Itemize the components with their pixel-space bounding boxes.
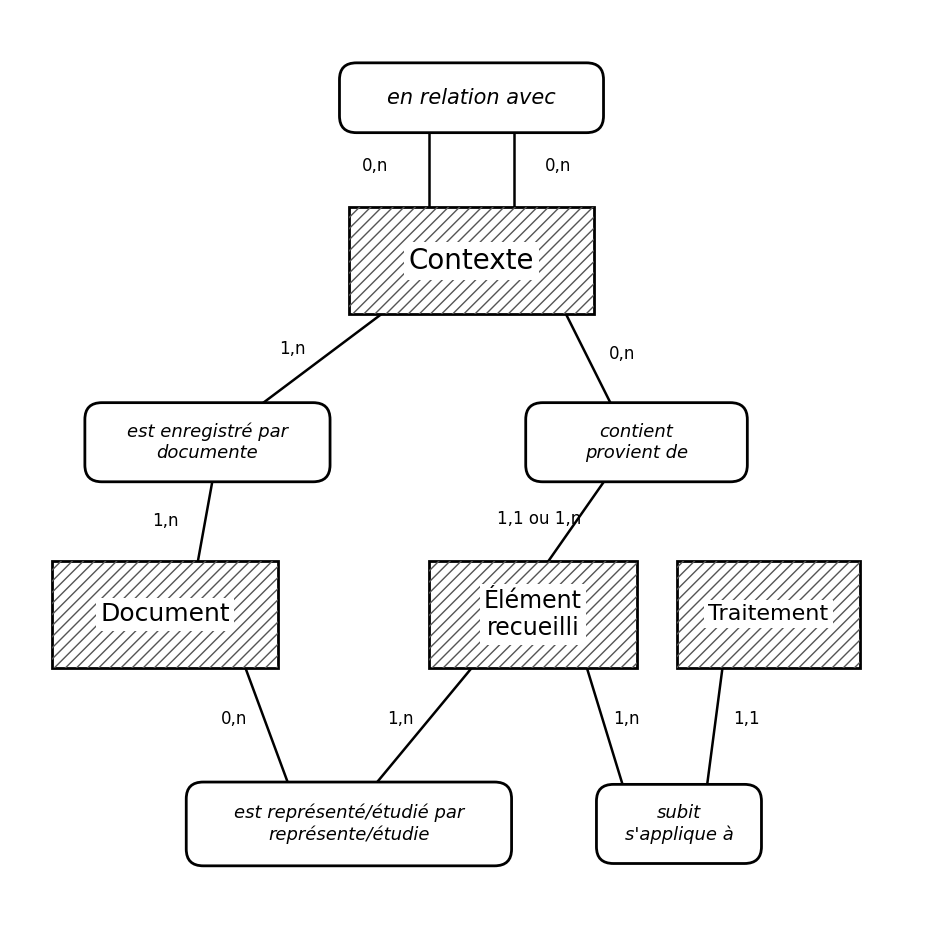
FancyBboxPatch shape — [339, 63, 604, 133]
Text: contient
provient de: contient provient de — [585, 423, 688, 462]
Bar — [349, 208, 594, 315]
Text: 0,n: 0,n — [362, 156, 389, 175]
Text: est représenté/étudié par
représente/étudie: est représenté/étudié par représente/étu… — [234, 804, 464, 843]
Text: 1,n: 1,n — [152, 512, 178, 531]
Text: 1,1: 1,1 — [734, 709, 760, 728]
Bar — [429, 560, 637, 668]
Bar — [52, 560, 278, 668]
Text: Document: Document — [100, 602, 230, 627]
Text: en relation avec: en relation avec — [388, 88, 555, 108]
Text: 1,n: 1,n — [613, 709, 639, 728]
Text: 0,n: 0,n — [609, 344, 636, 363]
FancyBboxPatch shape — [85, 402, 330, 482]
Text: Élément
recueilli: Élément recueilli — [484, 588, 582, 641]
Text: 1,n: 1,n — [279, 340, 306, 358]
Text: Contexte: Contexte — [408, 247, 535, 275]
Text: subit
s'applique à: subit s'applique à — [624, 804, 734, 843]
Text: 0,n: 0,n — [221, 709, 247, 728]
Text: est enregistré par
documente: est enregistré par documente — [127, 423, 288, 462]
FancyBboxPatch shape — [597, 784, 761, 864]
Text: 1,n: 1,n — [388, 709, 414, 728]
Bar — [52, 560, 278, 668]
Bar — [349, 208, 594, 315]
Text: Traitement: Traitement — [708, 604, 829, 625]
Text: 0,n: 0,n — [545, 156, 571, 175]
Text: 1,1 ou 1,n: 1,1 ou 1,n — [497, 509, 582, 528]
Bar — [677, 560, 861, 668]
FancyBboxPatch shape — [526, 402, 748, 482]
Bar — [677, 560, 861, 668]
FancyBboxPatch shape — [187, 782, 512, 866]
Bar — [429, 560, 637, 668]
